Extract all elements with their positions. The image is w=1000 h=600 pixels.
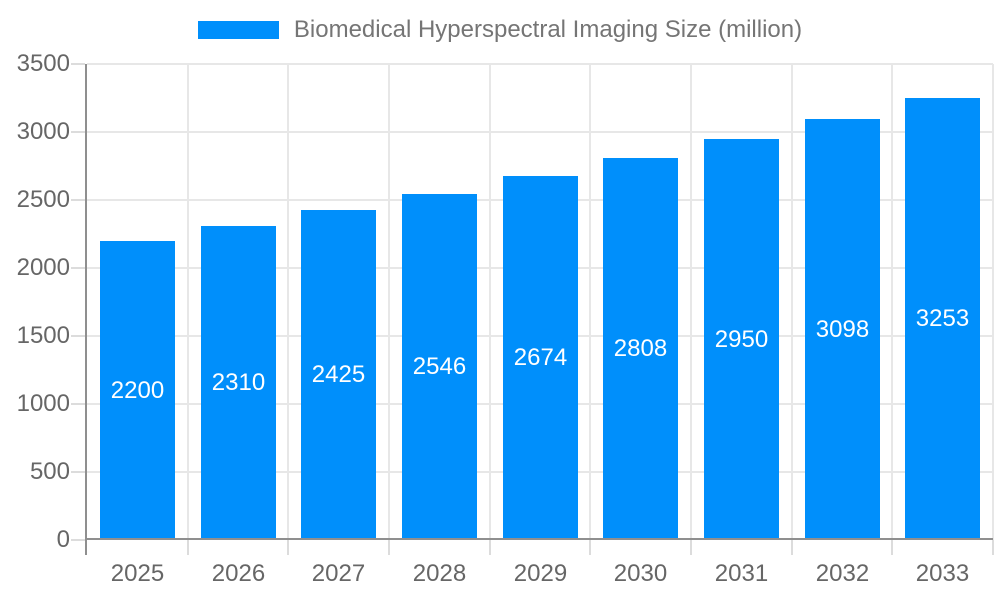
y-axis-tick [71, 199, 85, 201]
x-axis-tick [690, 540, 692, 555]
bar-2029[interactable]: 2674 [503, 176, 578, 540]
bar-value-label: 2950 [714, 325, 769, 353]
bar-value-label: 2546 [412, 353, 467, 380]
x-gridline [791, 64, 793, 540]
x-gridline [992, 64, 994, 540]
y-axis-tick [71, 131, 85, 133]
x-axis-tick [489, 540, 491, 555]
y-axis-tick [71, 267, 85, 269]
y-axis-tick-label: 1000 [16, 390, 70, 417]
y-axis-line [85, 64, 87, 555]
x-gridline [690, 64, 692, 540]
y-axis-tick-label: 500 [29, 458, 70, 485]
bar-value-label: 2674 [513, 344, 568, 371]
x-axis-tick [388, 540, 390, 555]
plot-area: 2200 2310 2425 2546 2674 2808 2950 3098 3253 [71, 63, 994, 555]
bar-2026[interactable]: 2310 [201, 226, 276, 540]
x-axis-tick-label: 2026 [211, 560, 266, 587]
x-axis-tick-label: 2028 [412, 560, 467, 587]
x-axis-tick [891, 540, 893, 555]
bar-2030[interactable]: 2808 [603, 158, 678, 540]
y-axis-tick-label: 2500 [16, 186, 70, 213]
x-gridline [388, 64, 390, 540]
x-axis-tick-label: 2031 [714, 560, 769, 587]
bar-2028[interactable]: 2546 [402, 194, 477, 540]
bar-2031[interactable]: 2950 [704, 139, 779, 540]
bar-value-label: 2808 [613, 335, 668, 362]
y-axis-tick [71, 63, 85, 65]
x-axis-tick-label: 2025 [110, 560, 165, 587]
y-axis-tick-label: 0 [56, 526, 70, 553]
bar-value-label: 2310 [211, 369, 266, 396]
y-axis-tick-label: 3000 [16, 118, 70, 145]
y-axis-tick [71, 471, 85, 473]
x-axis-tick [187, 540, 189, 555]
x-axis-tick [992, 540, 994, 555]
bar-value-label: 3098 [815, 315, 870, 343]
y-axis-tick-label: 2000 [16, 254, 70, 281]
bar-2025[interactable]: 2200 [100, 241, 175, 540]
x-gridline [891, 64, 893, 540]
bar-value-label: 2200 [110, 376, 165, 404]
x-axis-tick-label: 2033 [915, 560, 970, 587]
x-axis-tick [287, 540, 289, 555]
legend: Biomedical Hyperspectral Imaging Size (m… [0, 16, 1000, 44]
x-gridline [589, 64, 591, 540]
bar-2033[interactable]: 3253 [905, 98, 980, 540]
x-axis-tick [589, 540, 591, 555]
x-gridline [287, 64, 289, 540]
y-gridline [87, 131, 993, 133]
y-axis-tick [71, 403, 85, 405]
x-gridline [187, 64, 189, 540]
bar-value-label: 2425 [311, 361, 366, 388]
y-axis-tick-label: 1500 [16, 322, 70, 349]
y-axis-tick-label: 3500 [16, 50, 70, 77]
x-axis-tick-label: 2027 [311, 560, 366, 587]
legend-swatch[interactable] [197, 21, 279, 39]
x-gridline [489, 64, 491, 540]
y-gridline [87, 63, 993, 65]
bar-2027[interactable]: 2425 [301, 210, 376, 540]
legend-label[interactable]: Biomedical Hyperspectral Imaging Size (m… [293, 16, 803, 43]
x-axis-tick-label: 2029 [513, 560, 568, 587]
y-axis-tick [71, 335, 85, 337]
x-axis-tick-label: 2030 [613, 560, 668, 587]
y-axis-tick [71, 539, 85, 541]
x-axis-line [87, 538, 993, 540]
x-axis-tick-label: 2032 [815, 560, 870, 587]
bar-value-label: 3253 [915, 305, 970, 332]
bar-2032[interactable]: 3098 [805, 119, 880, 540]
x-axis-tick [791, 540, 793, 555]
